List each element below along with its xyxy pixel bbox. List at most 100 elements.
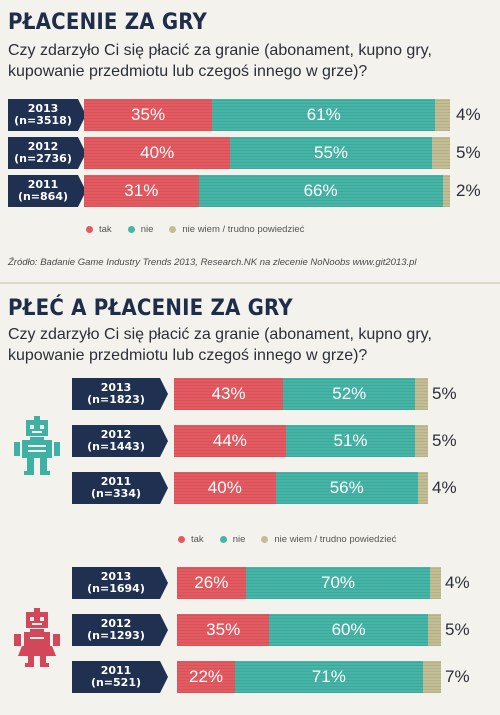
legend2-label-tak: tak xyxy=(191,534,204,545)
bar-segment-tak: 22% xyxy=(177,661,236,693)
data-label-nie: 56% xyxy=(329,478,364,497)
legend-dot-nie xyxy=(127,226,135,233)
bar-segment-nie: 70% xyxy=(245,567,431,599)
legend-item-tak: tak xyxy=(86,224,112,235)
year-label: 2011 (n=864) xyxy=(8,175,86,207)
bar-row: 2012 (n=2736) 40% 55% 5% xyxy=(0,137,500,169)
section2-title: PŁEĆ A PŁACENIE ZA GRY xyxy=(8,296,293,321)
year-label: 2011 (n=521) xyxy=(72,661,168,693)
legend2-dot-nie xyxy=(219,536,227,543)
bar-segment-tak: 40% xyxy=(84,137,231,169)
bar-row: 2012 (n=1443) 44% 51% 5% xyxy=(0,425,500,457)
data-label-tak: 43% xyxy=(211,384,246,403)
bar-segment-tak: 35% xyxy=(84,99,213,131)
data-label-tak: 31% xyxy=(124,181,159,200)
bar-segment-nie: 56% xyxy=(275,472,418,504)
bar-segment-nw xyxy=(427,614,441,646)
year-text: 2011 xyxy=(100,475,132,488)
bar-segment-nw xyxy=(435,99,450,131)
bar-row: 2011 (n=521) 22% 71% 7% xyxy=(0,661,500,693)
bar-segment-tak: 31% xyxy=(84,175,199,207)
stacked-bar: 35% 60% xyxy=(177,614,441,646)
data-label-nw: 5% xyxy=(445,620,470,639)
sample-size-text: (n=1293) xyxy=(87,629,145,642)
stacked-bar: 31% 66% xyxy=(84,175,450,207)
data-label-nie: 71% xyxy=(311,667,346,686)
year-label: 2013 (n=1694) xyxy=(72,567,168,599)
legend-label-nie: nie xyxy=(140,224,154,235)
sample-size-text: (n=2736) xyxy=(14,152,72,165)
data-label-nie: 52% xyxy=(332,384,367,403)
bar-segment-nie: 52% xyxy=(283,378,416,410)
bar-segment-tak: 35% xyxy=(177,614,270,646)
year-label: 2011 (n=334) xyxy=(72,472,168,504)
data-label-tak: 26% xyxy=(194,573,229,592)
data-label-tak: 40% xyxy=(207,478,242,497)
bar-row: 2013 (n=3518) 35% 61% 4% xyxy=(0,99,500,131)
data-label-tak: 35% xyxy=(131,105,166,124)
bar-segment-tak: 40% xyxy=(174,472,276,504)
bar-segment-nw xyxy=(422,661,441,693)
sample-size-text: (n=521) xyxy=(90,676,142,689)
stacked-bar: 43% 52% xyxy=(174,378,428,410)
data-label-tak: 44% xyxy=(212,431,247,450)
male-robot-icon xyxy=(14,416,60,475)
stacked-bar: 44% 51% xyxy=(174,425,428,457)
year-text: 2012 xyxy=(100,617,132,630)
bar-segment-nie: 66% xyxy=(198,175,443,207)
legend2-item-nie: nie xyxy=(219,534,246,545)
data-label-tak: 35% xyxy=(206,620,241,639)
bar-segment-nw xyxy=(417,472,428,504)
data-label-nw: 2% xyxy=(456,181,481,200)
year-label: 2012 (n=1293) xyxy=(72,614,168,646)
year-label: 2012 (n=2736) xyxy=(8,137,86,169)
section1-question: Czy zdarzyło Ci się płacić za granie (ab… xyxy=(8,42,432,80)
panel-placenie-za-gry: PŁACENIE ZA GRY Czy zdarzyło Ci się płac… xyxy=(0,0,500,282)
female-robot-icon xyxy=(14,608,60,667)
year-text: 2013 xyxy=(100,570,132,583)
data-label-nie: 55% xyxy=(314,143,349,162)
data-label-nw: 5% xyxy=(432,384,457,403)
sample-size-text: (n=864) xyxy=(17,190,69,203)
data-label-nie: 66% xyxy=(303,181,338,200)
bar-segment-nie: 61% xyxy=(212,99,436,131)
year-text: 2012 xyxy=(27,140,59,153)
data-label-nw: 7% xyxy=(445,667,470,686)
bar-segment-nie: 51% xyxy=(285,425,416,457)
year-text: 2011 xyxy=(100,664,132,677)
bar-segment-tak: 26% xyxy=(177,567,246,599)
bar-segment-tak: 44% xyxy=(174,425,286,457)
sample-size-text: (n=1823) xyxy=(87,393,145,406)
stacked-bar: 40% 56% xyxy=(174,472,428,504)
bar-row: 2011 (n=864) 31% 66% 2% xyxy=(0,175,500,207)
year-text: 2012 xyxy=(100,428,132,441)
data-label-nie: 60% xyxy=(331,620,366,639)
data-label-nie: 61% xyxy=(306,105,341,124)
legend2-item-nw: nie wiem / trudno powiedzieć xyxy=(261,534,396,545)
legend2-dot-nw xyxy=(261,536,269,543)
legend2-dot-tak xyxy=(178,536,185,543)
legend2-label-nie: nie xyxy=(232,534,246,545)
data-label-nw: 4% xyxy=(456,105,481,124)
legend2-item-tak: tak xyxy=(178,534,204,545)
data-label-nie: 70% xyxy=(321,573,356,592)
year-text: 2013 xyxy=(100,381,132,394)
year-label: 2013 (n=1823) xyxy=(72,378,168,410)
bar-row: 2013 (n=1823) 43% 52% 5% xyxy=(0,378,500,410)
bar-segment-nie: 55% xyxy=(230,137,432,169)
bar-segment-nw xyxy=(431,137,450,169)
bar-row: 2012 (n=1293) 35% 60% 5% xyxy=(0,614,500,646)
bar-segment-nie: 60% xyxy=(269,614,428,646)
section2-question: Czy zdarzyło Ci się płacić za granie (ab… xyxy=(8,326,432,364)
stacked-bar: 35% 61% xyxy=(84,99,450,131)
legend-dot-nw xyxy=(169,226,177,233)
year-label: 2012 (n=1443) xyxy=(72,425,168,457)
data-label-nie: 51% xyxy=(333,431,368,450)
bar-segment-tak: 43% xyxy=(174,378,284,410)
stacked-bar: 22% 71% xyxy=(177,661,441,693)
legend-dot-tak xyxy=(86,226,93,233)
sample-size-text: (n=3518) xyxy=(14,114,72,127)
bar-row: 2013 (n=1694) 26% 70% 4% xyxy=(0,567,500,599)
legend-2: tak nie nie wiem / trudno powiedzieć xyxy=(178,534,412,545)
data-label-nw: 4% xyxy=(445,573,470,592)
